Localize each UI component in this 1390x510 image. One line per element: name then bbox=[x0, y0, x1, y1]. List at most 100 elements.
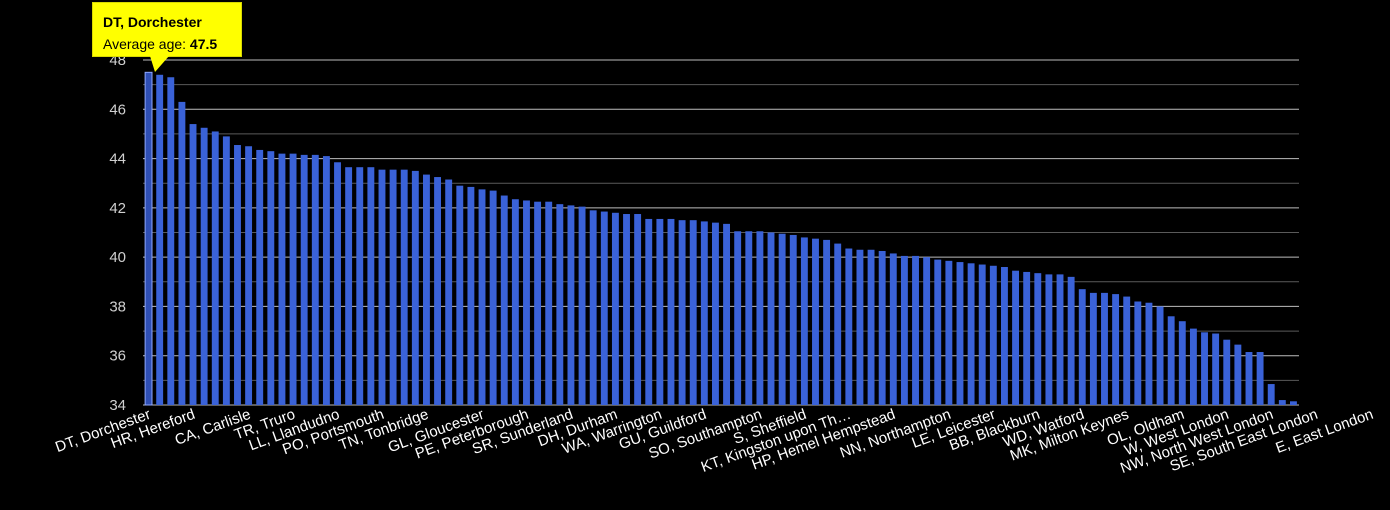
bar[interactable] bbox=[689, 220, 697, 405]
bar[interactable] bbox=[789, 234, 797, 405]
bar[interactable] bbox=[200, 127, 208, 406]
bar[interactable] bbox=[167, 77, 175, 405]
bar[interactable] bbox=[1201, 332, 1208, 405]
bar[interactable] bbox=[711, 222, 719, 405]
bar[interactable] bbox=[656, 218, 664, 405]
bar[interactable] bbox=[1078, 289, 1086, 405]
bar[interactable] bbox=[756, 231, 764, 405]
bar[interactable] bbox=[144, 71, 153, 406]
bar[interactable] bbox=[989, 265, 997, 405]
bar[interactable] bbox=[1278, 400, 1286, 405]
bar[interactable] bbox=[256, 149, 264, 405]
bar[interactable] bbox=[1045, 274, 1053, 405]
bar[interactable] bbox=[900, 255, 908, 405]
bar[interactable] bbox=[956, 262, 964, 405]
bar[interactable] bbox=[667, 218, 675, 405]
bar[interactable] bbox=[311, 154, 319, 405]
bar[interactable] bbox=[945, 260, 953, 405]
bar[interactable] bbox=[389, 169, 397, 405]
bar[interactable] bbox=[1056, 274, 1064, 405]
bar[interactable] bbox=[556, 204, 564, 405]
bar[interactable] bbox=[934, 259, 942, 405]
bar[interactable] bbox=[322, 156, 330, 405]
bar[interactable] bbox=[422, 174, 430, 405]
bar[interactable] bbox=[567, 205, 575, 405]
bar[interactable] bbox=[812, 238, 819, 405]
bar[interactable] bbox=[156, 74, 164, 406]
bar[interactable] bbox=[222, 136, 230, 405]
bar[interactable] bbox=[211, 131, 219, 405]
bar[interactable] bbox=[823, 239, 831, 405]
bar[interactable] bbox=[245, 146, 253, 405]
bar[interactable] bbox=[700, 221, 708, 405]
bar[interactable] bbox=[1012, 270, 1020, 405]
bar[interactable] bbox=[634, 214, 642, 405]
bar[interactable] bbox=[734, 231, 742, 405]
bar[interactable] bbox=[878, 250, 886, 405]
bar[interactable] bbox=[1234, 344, 1242, 405]
bar[interactable] bbox=[1212, 333, 1220, 405]
bar[interactable] bbox=[923, 257, 931, 405]
bar[interactable] bbox=[489, 190, 497, 405]
bar[interactable] bbox=[1023, 271, 1031, 405]
bar[interactable] bbox=[1134, 301, 1142, 406]
bar[interactable] bbox=[356, 167, 364, 405]
bar[interactable] bbox=[745, 231, 753, 405]
bar[interactable] bbox=[534, 201, 542, 405]
bar[interactable] bbox=[1145, 302, 1153, 405]
bar[interactable] bbox=[189, 124, 197, 406]
bar[interactable] bbox=[967, 263, 975, 405]
bar[interactable] bbox=[300, 154, 308, 405]
bar[interactable] bbox=[1000, 267, 1008, 405]
bar[interactable] bbox=[1101, 292, 1108, 405]
bar[interactable] bbox=[723, 223, 731, 405]
bar[interactable] bbox=[1112, 294, 1120, 405]
bar[interactable] bbox=[1123, 296, 1131, 405]
bar[interactable] bbox=[1223, 339, 1231, 405]
bar[interactable] bbox=[589, 210, 597, 405]
bar[interactable] bbox=[445, 179, 453, 405]
bar[interactable] bbox=[1178, 321, 1186, 405]
bar[interactable] bbox=[289, 153, 297, 405]
bar[interactable] bbox=[867, 249, 875, 405]
bar[interactable] bbox=[523, 200, 530, 405]
bar[interactable] bbox=[500, 195, 508, 405]
bar[interactable] bbox=[1289, 401, 1297, 405]
bar[interactable] bbox=[912, 255, 919, 405]
bar[interactable] bbox=[845, 248, 853, 405]
bar[interactable] bbox=[278, 153, 286, 405]
bar[interactable] bbox=[600, 211, 608, 405]
bar[interactable] bbox=[645, 218, 653, 405]
bar[interactable] bbox=[234, 145, 241, 405]
bar[interactable] bbox=[1189, 328, 1197, 405]
bar[interactable] bbox=[367, 167, 375, 405]
bar[interactable] bbox=[1267, 384, 1275, 405]
bar[interactable] bbox=[623, 214, 630, 405]
bar[interactable] bbox=[456, 185, 464, 405]
bar[interactable] bbox=[578, 206, 586, 405]
bar[interactable] bbox=[1245, 352, 1253, 405]
bar[interactable] bbox=[345, 167, 353, 405]
bar[interactable] bbox=[400, 169, 408, 405]
bar[interactable] bbox=[767, 232, 775, 406]
bar[interactable] bbox=[378, 169, 386, 405]
bar[interactable] bbox=[511, 199, 519, 405]
bar[interactable] bbox=[1167, 316, 1175, 405]
bar[interactable] bbox=[467, 186, 475, 405]
bar[interactable] bbox=[1067, 276, 1075, 405]
bar[interactable] bbox=[178, 101, 186, 406]
bar[interactable] bbox=[267, 151, 275, 405]
bar[interactable] bbox=[434, 177, 442, 405]
bar[interactable] bbox=[1156, 306, 1164, 405]
bar[interactable] bbox=[611, 212, 619, 405]
bar[interactable] bbox=[1089, 292, 1097, 405]
bar[interactable] bbox=[478, 189, 486, 405]
bar[interactable] bbox=[856, 249, 864, 405]
bar[interactable] bbox=[1256, 352, 1264, 405]
bar[interactable] bbox=[334, 162, 341, 405]
bar[interactable] bbox=[834, 243, 842, 405]
bar[interactable] bbox=[800, 237, 808, 405]
bar[interactable] bbox=[678, 220, 686, 405]
bar[interactable] bbox=[545, 201, 553, 405]
bar[interactable] bbox=[411, 170, 419, 405]
